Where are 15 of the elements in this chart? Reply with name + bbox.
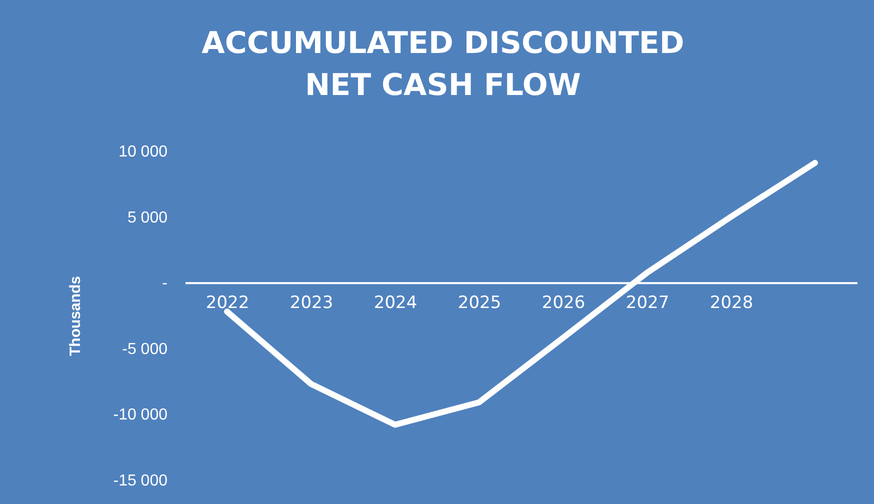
y-tick-label: -15 000 — [113, 472, 168, 490]
y-tick-label: -10 000 — [113, 406, 168, 424]
x-tick-label: 2024 — [374, 293, 418, 314]
x-tick-label: 2025 — [458, 293, 502, 314]
y-tick-label: -5 000 — [122, 340, 168, 358]
y-axis-title: Thousands — [67, 276, 84, 356]
y-tick-label: 10 000 — [118, 144, 168, 160]
x-tick-label: 2022 — [206, 293, 250, 314]
x-tick-label: 2028 — [710, 293, 754, 314]
x-tick-label: 2023 — [290, 293, 334, 314]
x-tick-label: 2027 — [626, 293, 670, 314]
chart-title: ACCUMULATED DISCOUNTED NET CASH FLOW — [202, 26, 684, 103]
y-tick-label: 5 000 — [127, 209, 168, 226]
y-tick-label: - — [162, 275, 168, 292]
x-tick-label: 2026 — [542, 293, 586, 314]
